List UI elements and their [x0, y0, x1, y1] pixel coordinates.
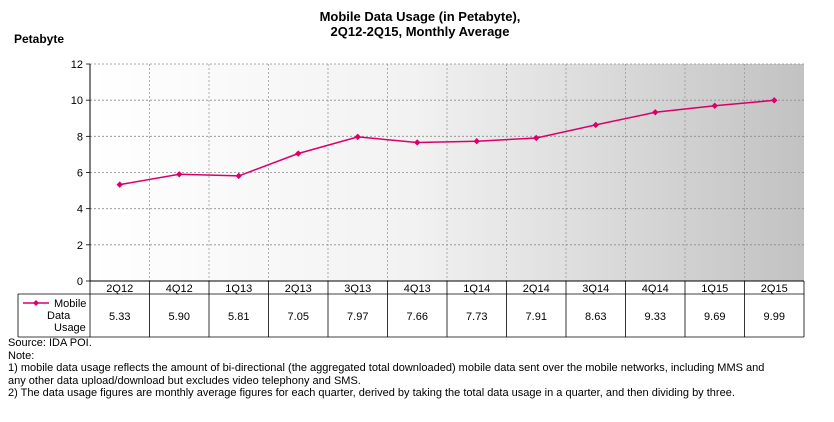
- y-tick-label: 0: [77, 276, 83, 288]
- data-point: [533, 134, 540, 142]
- x-tick-label: 1Q15: [701, 283, 728, 295]
- data-label: 7.66: [407, 311, 428, 323]
- x-tick-label: 4Q13: [404, 283, 431, 295]
- data-point: [414, 139, 421, 146]
- data-point: [235, 172, 242, 180]
- chart-title: Mobile Data Usage (in Petabyte), 2Q12-2Q…: [230, 9, 610, 39]
- data-point: [711, 102, 718, 109]
- data-label: 7.97: [347, 311, 368, 323]
- note-2: 2) The data usage figures are monthly av…: [8, 387, 735, 399]
- data-label: 9.33: [645, 311, 666, 323]
- notes-heading: Note:: [8, 349, 35, 362]
- legend-label-line: Usage: [54, 322, 86, 334]
- x-tick-label: 2Q12: [106, 283, 133, 295]
- y-tick-label: 10: [71, 95, 83, 107]
- note-1-line-1: 1) mobile data usage reflects the amount…: [8, 362, 765, 374]
- y-tick-label: 2: [77, 240, 83, 252]
- source-note: Source: IDA POI.: [8, 337, 92, 349]
- y-tick-label: 12: [71, 59, 83, 71]
- note-1-line-2: any other data upload/download but exclu…: [8, 374, 361, 387]
- data-label: 7.05: [288, 311, 309, 323]
- data-point: [771, 97, 778, 104]
- x-tick-label: 4Q12: [166, 283, 193, 295]
- x-tick-label: 3Q14: [582, 283, 609, 295]
- data-point: [473, 138, 480, 145]
- y-tick-label: 4: [77, 204, 83, 216]
- data-label: 9.99: [764, 311, 785, 323]
- data-label: 5.81: [228, 311, 249, 323]
- series-line-group: [116, 97, 778, 188]
- x-tick-label: 2Q14: [523, 283, 550, 295]
- data-label: 9.69: [704, 311, 725, 323]
- x-tick-label: 1Q13: [225, 283, 252, 295]
- legend-label-line: Mobile: [54, 298, 86, 310]
- legend-label-line: Data: [47, 310, 71, 322]
- chart-title-line1: Mobile Data Usage (in Petabyte),: [319, 9, 521, 24]
- x-tick-label: 3Q13: [344, 283, 371, 295]
- notes: Source: IDA POI. Note: 1) mobile data us…: [8, 337, 764, 400]
- x-tick-label: 4Q14: [642, 283, 669, 295]
- y-tick-label: 6: [77, 168, 83, 180]
- x-tick-label: 1Q14: [463, 283, 490, 295]
- gridlines: [90, 63, 804, 281]
- data-label: 8.63: [585, 311, 606, 323]
- data-point: [354, 133, 361, 141]
- y-tick-label: 8: [77, 131, 83, 143]
- data-table: 2Q12 4Q12 1Q13 2Q13 3Q13 4Q13 1Q14 2Q14 3Q14 4Q14…: [17, 280, 805, 338]
- data-label: 7.73: [466, 311, 487, 323]
- data-point: [295, 150, 302, 157]
- data-label: 5.33: [109, 311, 130, 323]
- data-point: [592, 121, 599, 129]
- data-point: [176, 171, 183, 178]
- data-label: 5.90: [169, 311, 190, 323]
- x-tick-label: 2Q15: [761, 283, 788, 295]
- data-point: [652, 109, 659, 116]
- y-axis-label: Petabyte: [14, 32, 65, 46]
- y-axis: 0 2 4 6 8 10 12: [71, 59, 91, 288]
- x-tick-label: 2Q13: [285, 283, 312, 295]
- data-point: [116, 181, 123, 188]
- data-label: 7.91: [526, 311, 547, 323]
- chart-subtitle: 2Q12-2Q15, Monthly Average: [330, 24, 510, 39]
- series-line: [119, 99, 775, 186]
- legend-marker: [33, 300, 39, 306]
